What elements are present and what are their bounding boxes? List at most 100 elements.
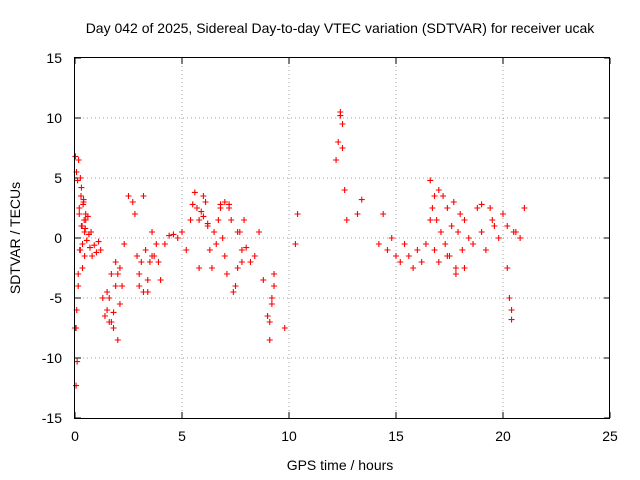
data-point: [414, 247, 421, 253]
data-point: [384, 247, 391, 253]
y-tick-label: 0: [54, 230, 62, 246]
data-point: [422, 241, 429, 247]
data-point: [500, 211, 506, 217]
data-point: [375, 241, 382, 247]
data-point: [442, 241, 449, 247]
data-point: [104, 289, 111, 295]
data-point: [337, 112, 344, 119]
data-points: [72, 109, 528, 389]
data-point: [131, 211, 138, 217]
tick-labels: 0 5 10 15 20 25 -15 -10 -5 0 5 10 15: [42, 50, 618, 444]
data-point: [179, 229, 185, 235]
data-point: [75, 271, 82, 277]
chart-title: Day 042 of 2025, Sidereal Day-to-day VTE…: [86, 20, 596, 36]
data-point: [142, 247, 149, 253]
data-point: [79, 265, 86, 271]
data-point: [77, 247, 84, 253]
data-point: [440, 193, 447, 199]
data-point: [136, 271, 143, 277]
y-tick-label: -15: [42, 410, 62, 426]
data-point: [266, 337, 273, 343]
data-point: [474, 205, 481, 211]
data-point: [221, 253, 228, 259]
data-point: [238, 259, 245, 265]
data-point: [183, 247, 190, 253]
data-point: [75, 157, 82, 163]
data-point: [144, 277, 151, 283]
data-point: [226, 205, 233, 211]
data-point: [106, 295, 113, 301]
data-point: [91, 242, 98, 249]
data-point: [397, 259, 404, 265]
data-point: [448, 223, 455, 229]
data-point: [504, 223, 511, 229]
data-point: [450, 199, 457, 205]
data-point: [138, 259, 145, 265]
data-point: [81, 253, 88, 259]
data-point: [121, 241, 128, 247]
data-point: [110, 325, 117, 331]
data-point: [79, 241, 86, 247]
data-point: [455, 229, 462, 235]
data-point: [459, 247, 466, 253]
data-point: [470, 241, 477, 247]
data-point: [116, 265, 123, 271]
data-point: [223, 271, 230, 277]
data-point: [110, 309, 117, 316]
data-point: [83, 237, 90, 244]
data-point: [508, 307, 515, 313]
data-point: [187, 217, 194, 223]
data-point: [508, 316, 515, 323]
data-point: [144, 289, 151, 295]
data-point: [82, 211, 89, 217]
data-point: [478, 201, 485, 208]
data-point: [260, 277, 267, 283]
data-point: [452, 265, 459, 271]
data-point: [82, 225, 89, 232]
data-point: [247, 259, 254, 265]
data-point: [429, 205, 436, 211]
data-point: [506, 295, 513, 301]
data-point: [213, 241, 220, 247]
data-point: [136, 283, 143, 289]
data-point: [487, 205, 494, 211]
data-point: [266, 319, 273, 325]
data-point: [271, 271, 278, 277]
data-point: [234, 229, 241, 235]
data-point: [200, 193, 207, 199]
data-point: [82, 217, 89, 223]
data-point: [292, 241, 299, 247]
data-point: [437, 229, 444, 235]
data-point: [478, 229, 485, 235]
data-point: [86, 244, 93, 251]
data-point: [119, 283, 126, 289]
data-point: [495, 235, 502, 241]
y-tick-label: -10: [42, 350, 62, 366]
data-point: [232, 283, 239, 289]
data-point: [339, 145, 346, 151]
data-point: [108, 319, 115, 325]
x-axis-label: GPS time / hours: [287, 457, 394, 473]
data-point: [268, 295, 275, 301]
data-point: [153, 241, 160, 247]
data-point: [196, 265, 203, 271]
data-point: [149, 253, 156, 259]
data-point: [114, 271, 121, 277]
data-point: [333, 157, 340, 163]
data-point: [238, 247, 245, 253]
data-point: [196, 217, 203, 223]
data-point: [81, 229, 88, 235]
data-point: [251, 253, 258, 259]
data-point: [155, 259, 162, 265]
data-point: [189, 201, 196, 208]
data-point: [104, 307, 111, 313]
data-point: [358, 196, 365, 203]
data-point: [134, 253, 141, 259]
data-point: [433, 217, 440, 223]
data-point: [72, 153, 79, 160]
data-point: [401, 241, 408, 247]
data-point: [388, 235, 395, 241]
data-point: [504, 265, 511, 271]
data-point: [431, 193, 438, 199]
data-point: [112, 283, 119, 289]
